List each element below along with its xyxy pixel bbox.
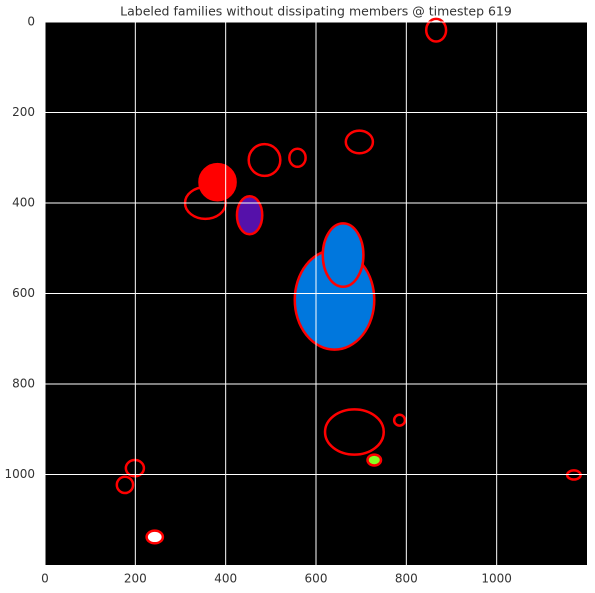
y-tick-label: 800 bbox=[12, 377, 35, 391]
chart-title: Labeled families without dissipating mem… bbox=[120, 4, 512, 19]
region bbox=[321, 222, 365, 288]
region bbox=[424, 17, 448, 43]
region bbox=[198, 162, 237, 202]
region bbox=[247, 142, 282, 178]
region bbox=[323, 408, 385, 456]
region bbox=[344, 129, 375, 155]
region bbox=[235, 194, 264, 236]
x-tick-label: 400 bbox=[214, 572, 237, 586]
y-tick-label: 1000 bbox=[4, 467, 35, 481]
region bbox=[145, 529, 165, 545]
region bbox=[288, 147, 307, 169]
x-tick-label: 600 bbox=[305, 572, 328, 586]
y-tick-label: 400 bbox=[12, 196, 35, 210]
x-tick-label: 1000 bbox=[481, 572, 512, 586]
y-tick-label: 0 bbox=[27, 15, 35, 29]
x-tick-label: 200 bbox=[124, 572, 147, 586]
region bbox=[366, 453, 383, 467]
y-tick-label: 200 bbox=[12, 105, 35, 119]
region bbox=[392, 413, 407, 427]
x-tick-label: 0 bbox=[41, 572, 49, 586]
y-tick-label: 600 bbox=[12, 286, 35, 300]
region bbox=[115, 475, 135, 495]
x-tick-label: 800 bbox=[395, 572, 418, 586]
